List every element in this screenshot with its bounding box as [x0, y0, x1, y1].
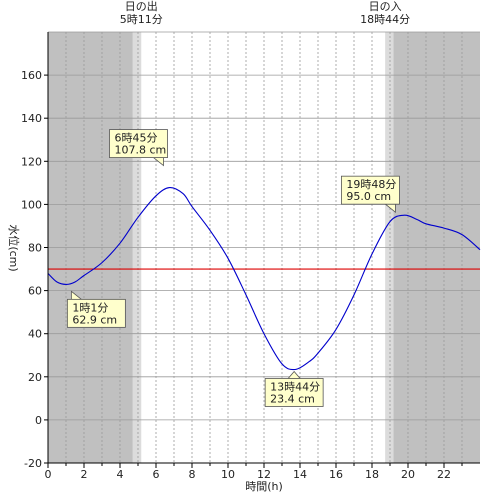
- y-tick-label: 80: [28, 242, 42, 255]
- callout-box: [66, 298, 126, 328]
- x-tick-label: 14: [293, 468, 307, 481]
- x-tick-label: 6: [153, 468, 160, 481]
- callout-value: 62.9 cm: [72, 313, 117, 326]
- callout-value: 23.4 cm: [270, 392, 315, 405]
- callout-box: [340, 175, 400, 205]
- x-axis-title: 時間(h): [245, 480, 283, 493]
- y-tick-label: 0: [35, 414, 42, 427]
- callout-value: 107.8 cm: [115, 144, 167, 157]
- callout-value: 95.0 cm: [346, 190, 391, 203]
- x-tick-label: 12: [257, 468, 271, 481]
- y-tick-label: 40: [28, 328, 42, 341]
- y-tick-label: 120: [21, 155, 42, 168]
- x-tick-label: 16: [329, 468, 343, 481]
- sunset-label: 日の入: [369, 0, 402, 13]
- x-tick-label: 0: [45, 468, 52, 481]
- y-axis-title: 水位(cm): [7, 224, 21, 271]
- callout-time: 13時44分: [270, 380, 320, 393]
- water-level-line: [47, 187, 481, 371]
- y-tick-label: -20: [24, 457, 42, 470]
- series-group: [47, 187, 481, 371]
- x-tick-label: 4: [117, 468, 124, 481]
- x-tick-label: 2: [81, 468, 88, 481]
- y-tick-label: 20: [28, 371, 42, 384]
- y-tick-label: 160: [21, 69, 42, 82]
- y-tick-label: 140: [21, 112, 42, 125]
- x-tick-label: 10: [221, 468, 235, 481]
- y-tick-label: 60: [28, 285, 42, 298]
- sunset-time: 18時44分: [360, 13, 410, 26]
- sunrise-time: 5時11分: [120, 13, 163, 26]
- sun-labels: 日の出 5時11分 日の入 18時44分: [120, 0, 410, 26]
- sunrise-label: 日の出: [125, 0, 158, 13]
- x-tick-label: 20: [401, 468, 415, 481]
- callout-time: 6時45分: [115, 132, 158, 145]
- y-tick-label: 100: [21, 198, 42, 211]
- x-tick-label: 8: [189, 468, 196, 481]
- callout-box: [264, 378, 324, 407]
- callout-time: 19時48分: [346, 178, 396, 191]
- callout-box: [109, 129, 168, 158]
- callout-time: 1時1分: [72, 301, 108, 314]
- x-tick-label: 18: [365, 468, 379, 481]
- x-tick-label: 22: [437, 468, 451, 481]
- axes: 0 2 4 6 8 10 12 14 16 18 20 22-20020406080100120140…: [21, 32, 480, 481]
